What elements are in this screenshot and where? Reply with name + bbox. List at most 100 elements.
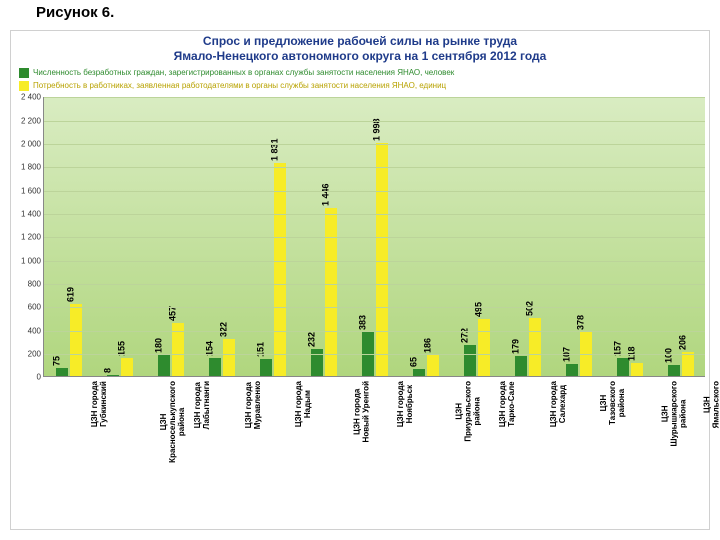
legend: Численность безработных граждан, зарегис… [11, 65, 709, 97]
grid-line [44, 214, 705, 215]
bar-value-label: 180 [154, 338, 164, 353]
category-group: 157118 [604, 96, 655, 376]
bar: 75 [56, 368, 68, 377]
y-axis: 02004006008001 0001 2001 4001 6001 8002 … [13, 97, 43, 377]
grid-line [44, 191, 705, 192]
legend-swatch [19, 68, 29, 78]
y-tick-label: 1 600 [11, 186, 43, 195]
bar: 322 [223, 339, 235, 377]
x-tick-label: ЦЗН городаГубкинский [43, 377, 94, 487]
bar: 107 [566, 364, 578, 376]
y-tick-label: 600 [11, 303, 43, 312]
grid-line [44, 167, 705, 168]
x-tick-label: ЦЗНТазовскогорайона [552, 377, 603, 487]
bar-value-label: 383 [357, 315, 367, 330]
category-group: 180457 [146, 96, 197, 376]
bar-value-label: 378 [575, 315, 585, 330]
bar: 502 [529, 318, 541, 377]
bar: 180 [158, 355, 170, 376]
plot-area: 7561981551804571543221511 8312321 446383… [43, 97, 705, 377]
bar-value-label: 206 [677, 335, 687, 350]
chart-title-line1: Спрос и предложение рабочей силы на рынк… [15, 34, 705, 49]
bar: 1 446 [325, 208, 337, 377]
y-tick-label: 400 [11, 326, 43, 335]
bar-value-label: 495 [473, 302, 483, 317]
x-tick-label: ЦЗН городаСалехард [501, 377, 552, 487]
legend-label: Численность безработных граждан, зарегис… [33, 67, 454, 78]
y-tick-label: 1 000 [11, 256, 43, 265]
grid-line [44, 97, 705, 98]
category-group: 232 1 446 [299, 96, 350, 376]
y-tick-label: 2 200 [11, 116, 43, 125]
plot-wrap: 0 200 400 600 800 1 000 1 200 1 400 1 600 1 800 2 … [13, 97, 707, 487]
category-group: 154322 [197, 96, 248, 376]
grid-line [44, 331, 705, 332]
figure-label: Рисунок 6. [36, 4, 114, 21]
legend-label: Потребность в работниках, заявленная раб… [33, 80, 446, 91]
bars-container: 7561981551804571543221511 8312321 446383… [44, 96, 706, 376]
bar: 154 [209, 358, 221, 376]
bar-value-label: 232 [307, 332, 317, 347]
bar-value-label: 1 998 [371, 119, 381, 142]
bar: 1 831 [274, 163, 286, 377]
bar-value-label: 100 [663, 348, 673, 363]
y-tick-label: 2 400 [11, 93, 43, 102]
legend-item: Численность безработных граждан, зарегис… [19, 67, 701, 78]
bar: 186 [427, 355, 439, 377]
y-tick-label: 1 200 [11, 233, 43, 242]
x-axis: ЦЗН городаГубкинскийЦЗНКрасноселькупског… [43, 377, 705, 487]
y-tick-label: 1 400 [11, 210, 43, 219]
x-tick-label: ЦЗН городаНовый Уренгой [298, 377, 349, 487]
bar-value-label: 8 [103, 368, 113, 373]
bar: 619 [70, 304, 82, 376]
x-tick-label: ЦЗНКрасноселькупскогорайона [94, 377, 145, 487]
category-group: 65186 [400, 96, 451, 376]
bar-value-label: 1 446 [321, 183, 331, 206]
category-group: 383 1 998 [350, 96, 401, 376]
category-group: 75619 [44, 96, 95, 376]
legend-swatch [19, 81, 29, 91]
chart-title: Спрос и предложение рабочей силы на рынк… [11, 31, 709, 65]
bar: 118 [631, 363, 643, 377]
bar-value-label: 186 [422, 338, 432, 353]
grid-line [44, 354, 705, 355]
x-tick-label: ЦЗНШурышкарскогорайона [603, 377, 654, 487]
grid-line [44, 121, 705, 122]
bar: 495 [478, 319, 490, 377]
bar-value-label: 179 [510, 338, 520, 353]
bar: 100 [668, 365, 680, 377]
grid-line [44, 144, 705, 145]
grid-line [44, 237, 705, 238]
x-tick-label: ЦЗН городаТарко-Сале [450, 377, 501, 487]
x-tick-label: ЦЗН городаНадым [247, 377, 298, 487]
category-group: 272495 [451, 96, 502, 376]
bar-value-label: 75 [52, 356, 62, 366]
bar: 179 [515, 356, 527, 377]
y-tick-label: 800 [11, 280, 43, 289]
y-tick-label: 1 800 [11, 163, 43, 172]
grid-line [44, 284, 705, 285]
category-group: 179502 [502, 96, 553, 376]
category-group: 100 206 [655, 96, 706, 376]
y-tick-label: 2 000 [11, 140, 43, 149]
category-group: 1511 831 [248, 96, 299, 376]
bar: 272 [464, 345, 476, 377]
bar-value-label: 619 [66, 287, 76, 302]
x-tick-label: ЦЗН городаМуравленко [196, 377, 247, 487]
chart-container: Спрос и предложение рабочей силы на рынк… [10, 30, 710, 530]
grid-line [44, 261, 705, 262]
legend-item: Потребность в работниках, заявленная раб… [19, 80, 701, 91]
bar-value-label: 322 [219, 322, 229, 337]
bar-value-label: 1 831 [270, 138, 280, 161]
bar: 65 [413, 369, 425, 377]
grid-line [44, 307, 705, 308]
bar: 151 [260, 359, 272, 377]
category-group: 107 378 [553, 96, 604, 376]
bar-value-label: 65 [408, 357, 418, 367]
bar: 8 [107, 375, 119, 376]
bar: 155 [121, 358, 133, 376]
x-tick-label: ЦЗН городаНоябрьск [349, 377, 400, 487]
y-tick-label: 200 [11, 350, 43, 359]
x-tick-label: ЦЗН городаЛабытнанги [145, 377, 196, 487]
y-tick-label: 0 [11, 373, 43, 382]
